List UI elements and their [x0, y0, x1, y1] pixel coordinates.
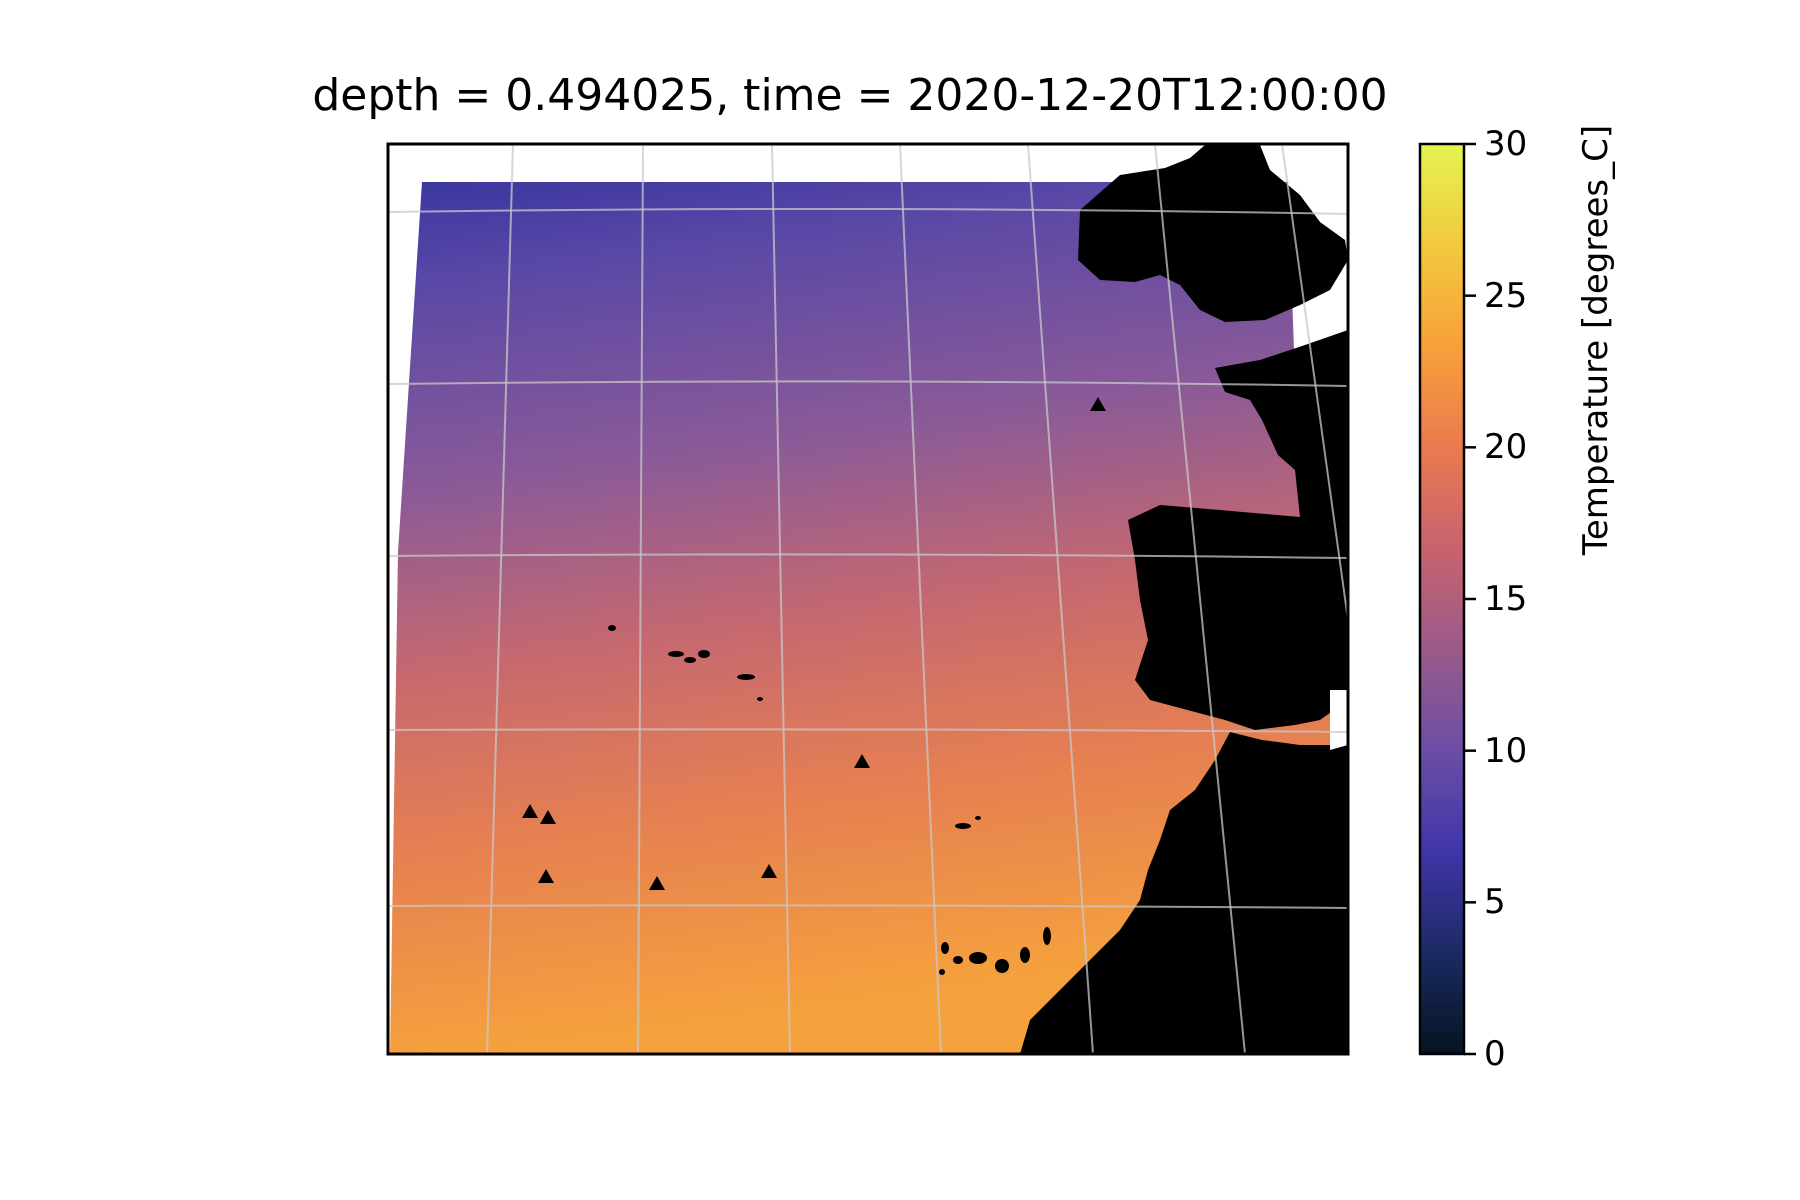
map-title: depth = 0.494025, time = 2020-12-20T12:0…	[312, 70, 1388, 121]
land-madeira	[955, 816, 981, 829]
land-british-isles	[1078, 145, 1348, 322]
station-marker	[538, 869, 554, 883]
gridlines	[388, 144, 1348, 1054]
colorbar	[1418, 142, 1466, 1056]
ocean-temperature-field	[390, 182, 1348, 1054]
land-azores	[608, 625, 763, 701]
map-frame	[386, 142, 1350, 1056]
station-marker	[649, 876, 665, 890]
station-marker	[761, 864, 777, 878]
colorbar-tick-label: 10	[1484, 730, 1528, 771]
station-marker	[522, 804, 538, 818]
colorbar-tick-label: 0	[1484, 1034, 1506, 1074]
colorbar-tick-label: 30	[1484, 124, 1528, 164]
land-canary-islands	[939, 927, 1051, 975]
colorbar-tick-label: 15	[1484, 579, 1528, 619]
colorbar-label: Temperature [degrees_C]	[1576, 124, 1616, 556]
colorbar-tick-label: 20	[1484, 427, 1528, 468]
colorbar-tick-label: 25	[1484, 275, 1528, 316]
land-iberia	[1128, 505, 1348, 730]
land-north-africa	[1020, 732, 1348, 1054]
colorbar-ticks	[1464, 142, 1476, 1056]
land-masses	[608, 145, 1348, 1054]
colorbar-tick-label: 5	[1484, 882, 1506, 923]
no-data-region-east	[1330, 690, 1348, 750]
station-marker	[540, 810, 556, 824]
station-markers	[522, 397, 1106, 890]
station-marker	[854, 754, 870, 768]
map-axes-area	[388, 144, 1348, 1054]
station-marker	[1090, 397, 1106, 411]
